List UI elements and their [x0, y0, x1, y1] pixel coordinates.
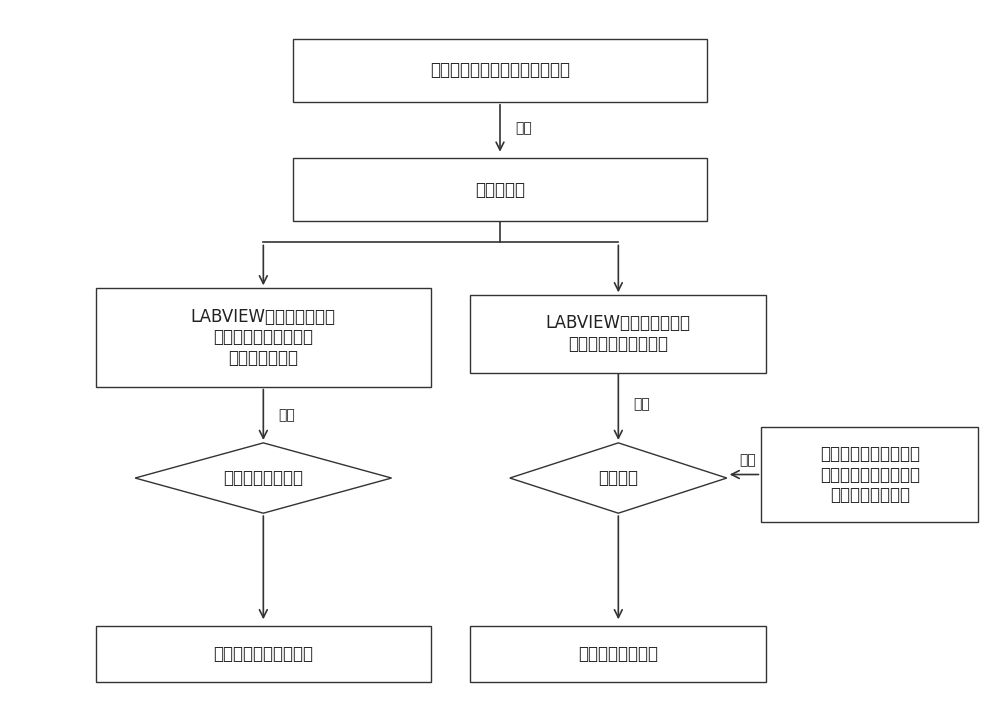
Text: 得到熔池表面平均温度: 得到熔池表面平均温度: [213, 645, 313, 663]
FancyBboxPatch shape: [96, 626, 431, 682]
Text: 代入: 代入: [633, 397, 650, 412]
Text: 线性模型: 线性模型: [598, 469, 638, 487]
Text: 数据采集卡: 数据采集卡: [475, 181, 525, 199]
Text: LABVIEW软件提取图片中
每个像素点上温度高于
金属熔点的数值: LABVIEW软件提取图片中 每个像素点上温度高于 金属熔点的数值: [191, 308, 336, 367]
Text: 求出: 求出: [278, 408, 295, 422]
Text: 红外摄像仪提取熔池温度场图像: 红外摄像仪提取熔池温度场图像: [430, 61, 570, 79]
FancyBboxPatch shape: [470, 626, 766, 682]
FancyBboxPatch shape: [293, 158, 707, 222]
FancyBboxPatch shape: [761, 427, 978, 522]
FancyBboxPatch shape: [293, 39, 707, 102]
FancyBboxPatch shape: [470, 295, 766, 373]
Text: 提取数值的平均值: 提取数值的平均值: [223, 469, 303, 487]
Text: 得到熔池正面宽度: 得到熔池正面宽度: [578, 645, 658, 663]
FancyBboxPatch shape: [96, 288, 431, 386]
Text: LABVIEW软件提取熔池宽
度方向上像素点的个数: LABVIEW软件提取熔池宽 度方向上像素点的个数: [546, 315, 691, 353]
Polygon shape: [510, 443, 727, 513]
Polygon shape: [135, 443, 392, 513]
Text: 建立: 建立: [739, 453, 756, 467]
Text: 输入: 输入: [515, 121, 532, 136]
Text: 通过对比实验中熔池宽
度与图像中熔池宽度方
向上像素点的个数: 通过对比实验中熔池宽 度与图像中熔池宽度方 向上像素点的个数: [820, 445, 920, 504]
